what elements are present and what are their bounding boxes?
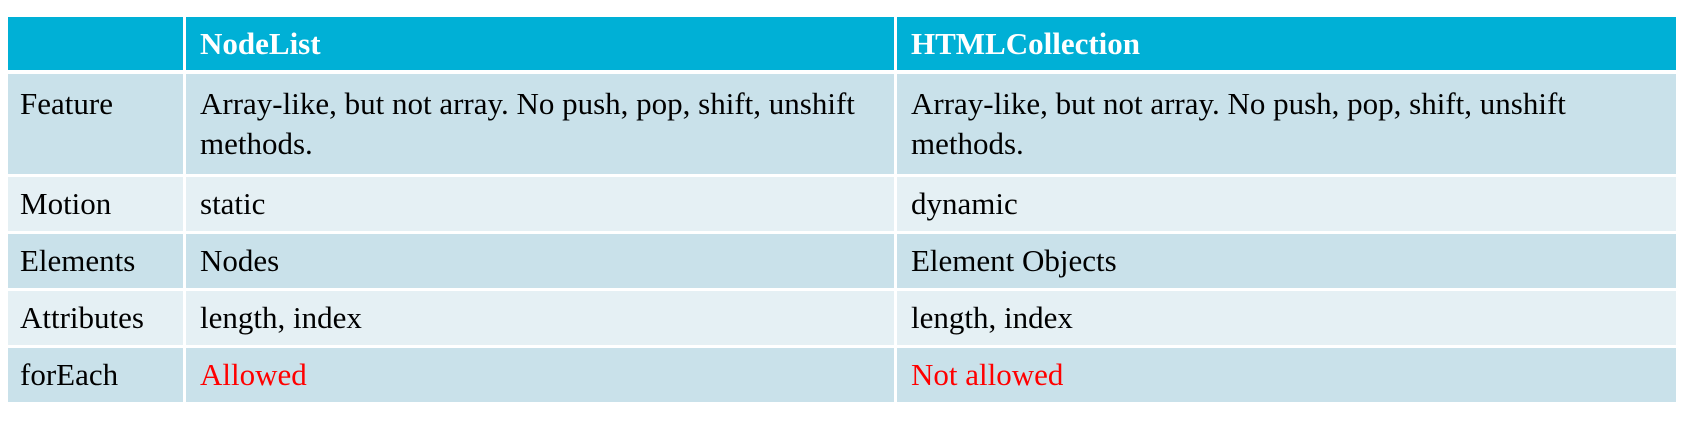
cell-motion-htmlcollection: dynamic: [897, 177, 1676, 234]
cell-attributes-htmlcollection: length, index: [897, 291, 1676, 348]
header-corner-cell: [8, 17, 186, 74]
header-htmlcollection: HTMLCollection: [897, 17, 1676, 74]
cell-foreach-nodelist: Allowed: [186, 348, 897, 405]
row-label-feature: Feature: [8, 74, 186, 177]
cell-feature-htmlcollection: Array-like, but not array. No push, pop,…: [897, 74, 1676, 177]
cell-foreach-htmlcollection: Not allowed: [897, 348, 1676, 405]
header-nodelist: NodeList: [186, 17, 897, 74]
row-label-attributes: Attributes: [8, 291, 186, 348]
cell-attributes-nodelist: length, index: [186, 291, 897, 348]
comparison-table: NodeList HTMLCollection Feature Array-li…: [8, 17, 1676, 405]
cell-elements-htmlcollection: Element Objects: [897, 234, 1676, 291]
cell-motion-nodelist: static: [186, 177, 897, 234]
row-label-elements: Elements: [8, 234, 186, 291]
cell-feature-nodelist: Array-like, but not array. No push, pop,…: [186, 74, 897, 177]
row-label-motion: Motion: [8, 177, 186, 234]
cell-elements-nodelist: Nodes: [186, 234, 897, 291]
row-label-foreach: forEach: [8, 348, 186, 405]
